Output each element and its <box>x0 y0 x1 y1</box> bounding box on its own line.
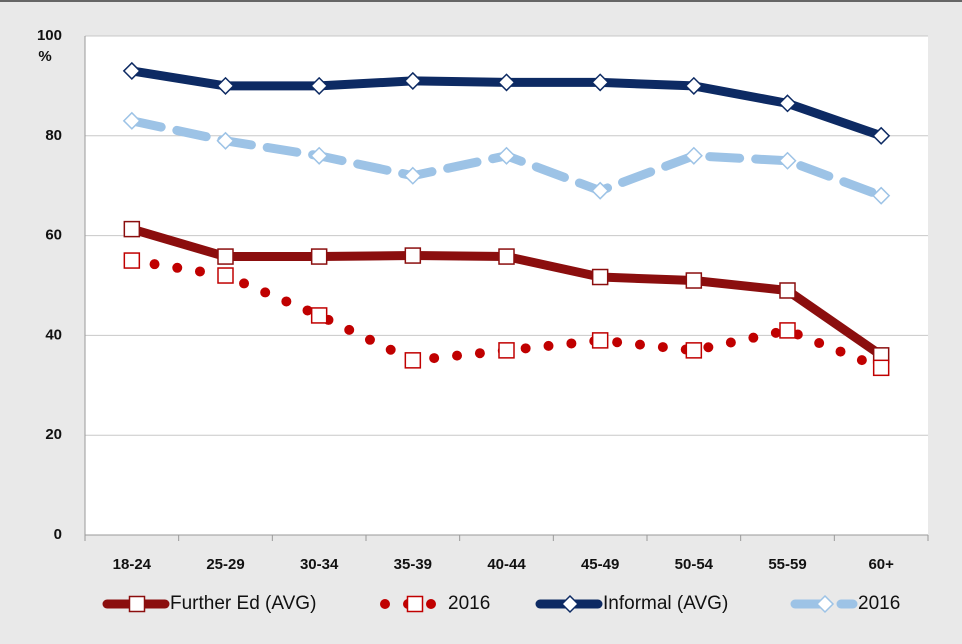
point <box>778 94 797 113</box>
point <box>591 268 609 286</box>
point <box>404 247 422 264</box>
point <box>498 248 515 265</box>
point <box>685 272 703 289</box>
point <box>122 111 141 130</box>
legend-marker <box>406 595 424 613</box>
point <box>872 186 891 205</box>
legend-label: 2016 <box>448 593 490 614</box>
legend-label: 2016 <box>858 593 900 614</box>
x-tick-label: 50-54 <box>675 556 714 573</box>
y-tick-label: 100 <box>37 27 62 44</box>
point <box>872 359 890 377</box>
point <box>779 282 796 299</box>
point <box>217 248 234 265</box>
y-tick-label: 0 <box>54 526 62 543</box>
y-axis-label: % <box>38 48 51 65</box>
point <box>310 146 329 165</box>
y-tick-label: 20 <box>45 426 62 443</box>
point <box>216 131 235 150</box>
point <box>685 342 703 359</box>
point <box>498 342 515 359</box>
x-tick-label: 35-39 <box>394 556 432 573</box>
legend-marker <box>128 595 146 613</box>
point <box>591 181 610 200</box>
legend-marker <box>815 594 835 614</box>
point <box>684 76 703 95</box>
point <box>778 151 797 170</box>
point <box>122 61 141 80</box>
point <box>310 307 328 324</box>
point <box>403 166 422 185</box>
point <box>591 332 609 349</box>
x-tick-label: 25-29 <box>206 556 244 573</box>
point <box>497 73 516 92</box>
x-tick-label: 18-24 <box>113 556 152 573</box>
point <box>216 76 235 95</box>
legend-marker <box>560 594 580 614</box>
point <box>404 352 422 369</box>
point <box>123 252 141 269</box>
point <box>591 73 610 92</box>
legend-label: Further Ed (AVG) <box>170 593 316 614</box>
point <box>403 71 422 90</box>
point <box>497 146 516 165</box>
point <box>310 248 328 265</box>
legend-label: Informal (AVG) <box>603 593 728 614</box>
y-tick-label: 40 <box>45 326 62 343</box>
point <box>872 126 891 145</box>
x-tick-label: 30-34 <box>300 556 339 573</box>
point <box>684 146 703 165</box>
y-tick-label: 60 <box>45 227 62 244</box>
x-tick-label: 55-59 <box>768 556 806 573</box>
point <box>123 220 141 238</box>
x-tick-label: 40-44 <box>487 556 526 573</box>
point <box>779 322 796 339</box>
point <box>310 76 329 95</box>
x-tick-label: 60+ <box>868 556 894 573</box>
point <box>217 267 234 284</box>
x-tick-label: 45-49 <box>581 556 619 573</box>
y-tick-label: 80 <box>45 127 62 144</box>
